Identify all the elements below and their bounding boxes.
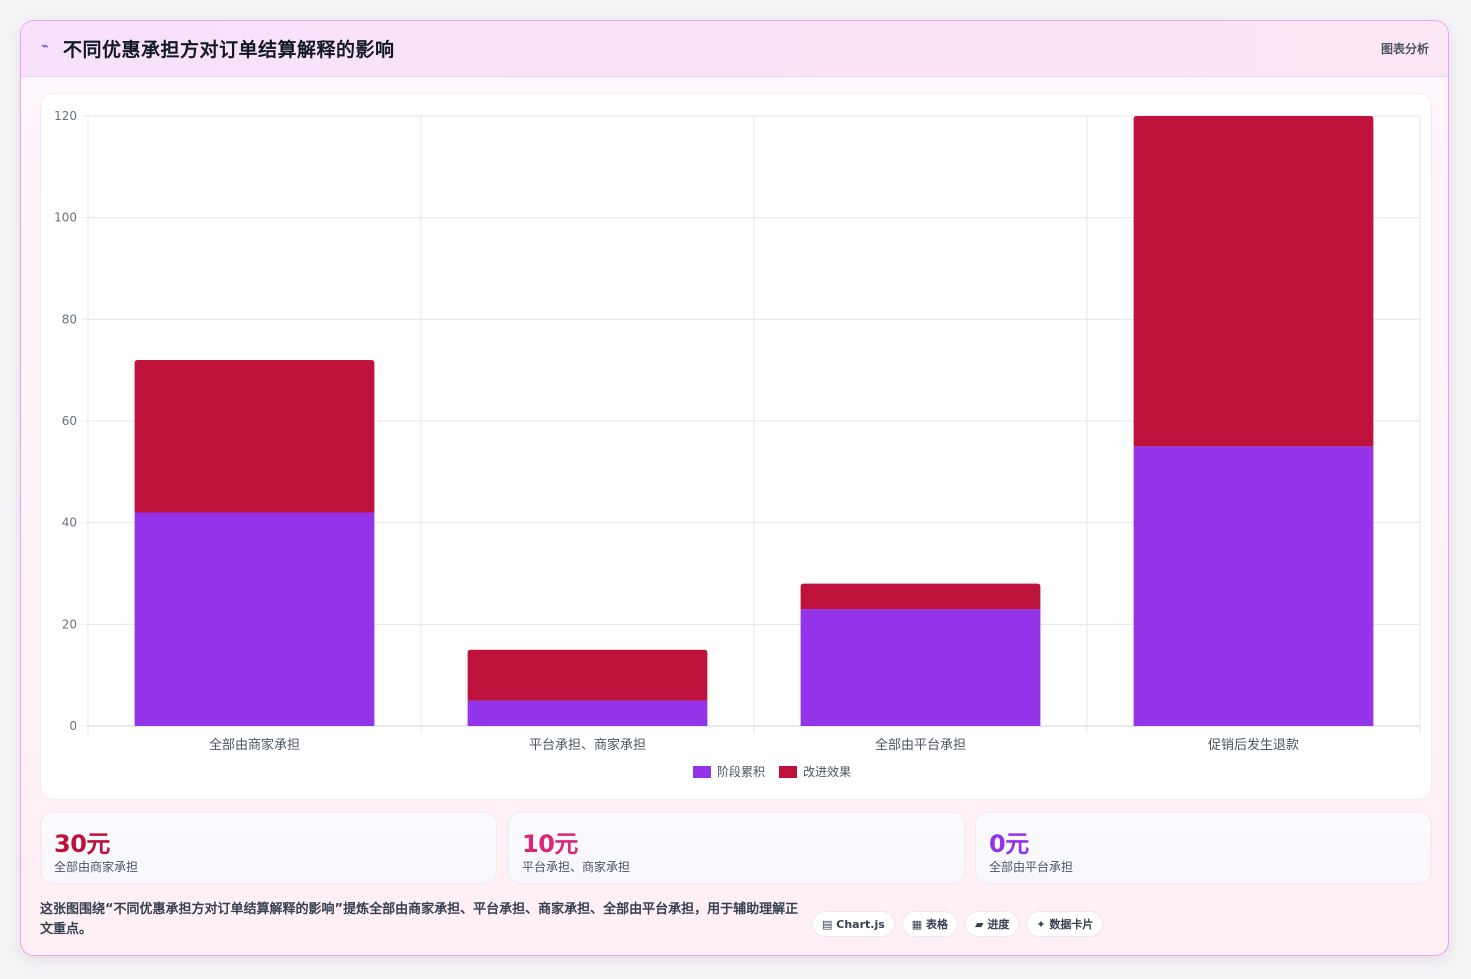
chip-label: 进度 [987,918,1010,931]
chip-label: 数据卡片 [1049,918,1094,931]
y-tick-label: 40 [62,516,77,530]
card-header: ⌁ 不同优惠承担方对订单结算解释的影响 图表分析 [21,21,1448,77]
chip-chartjs[interactable]: ▤ Chart.js [812,911,895,937]
kpi-card-shared: 10元 平台承担、商家承担 [508,812,965,884]
chart-icon: ▤ [822,918,833,931]
y-tick-label: 60 [62,414,77,428]
bar-segment-improvement [800,583,1041,610]
kpi-label: 平台承担、商家承担 [522,860,631,874]
bar-segment-stage [1133,446,1374,726]
bar-segment-stage [134,512,375,726]
y-tick-label: 80 [62,312,77,326]
chart-footnote: 这张图围绕“不同优惠承担方对订单结算解释的影响”提炼全部由商家承担、平台承担、商… [40,902,799,937]
legend-label: 改进效果 [803,764,851,779]
chip-table[interactable]: ▦ 表格 [901,911,959,937]
kpi-value: 10元 [522,830,578,858]
bar-segment-improvement [1133,116,1374,447]
chart-trend-icon: ⌁ [41,39,49,54]
card-title: 不同优惠承担方对订单结算解释的影响 [63,39,395,61]
bar-segment-improvement [134,360,375,513]
x-tick-label: 全部由商家承担 [209,737,300,753]
chip-label: Chart.js [836,918,885,931]
chip-progress[interactable]: ▰ 进度 [965,911,1020,937]
legend-swatch [779,766,797,778]
bar-segment-stage [800,609,1041,726]
table-icon: ▦ [911,918,923,931]
tech-chips: ▤ Chart.js ▦ 表格 ▰ 进度 ✦ 数据卡片 [812,911,1110,937]
kpi-value: 0元 [989,830,1029,858]
stacked-bar-chart: 0 20 40 60 80 100 120 全部由商家承担 平台承担、商家承担 全部由平台承担 促销… [54,109,1421,779]
chart-analysis-tag: 图表分析 [1380,42,1429,56]
kpi-label: 全部由平台承担 [989,860,1074,874]
x-tick-label: 促销后发生退款 [1208,737,1299,753]
bar-segment-stage [467,700,708,726]
chip-label: 表格 [926,918,949,931]
kpi-card-merchant: 30元 全部由商家承担 [40,812,497,884]
legend-label: 阶段累积 [717,764,765,779]
x-tick-label: 全部由平台承担 [875,737,966,753]
bar-segment-improvement [467,649,708,701]
x-tick-label: 平台承担、商家承担 [529,737,646,753]
y-tick-label: 100 [54,211,77,225]
y-tick-label: 20 [62,617,77,631]
kpi-label: 全部由商家承担 [54,860,139,874]
progress-icon: ▰ [975,918,984,931]
legend-swatch [693,766,711,778]
kpi-value: 30元 [54,830,110,858]
chart-card: ⌁ 不同优惠承担方对订单结算解释的影响 图表分析 0 20 40 60 80 100 120… [20,20,1449,956]
chart-panel: 0 20 40 60 80 100 120 全部由商家承担 平台承担、商家承担 全部由平台承担 促销… [40,93,1432,800]
kpi-card-platform: 0元 全部由平台承担 [975,812,1432,884]
y-tick-label: 0 [69,719,77,733]
chip-data-cards[interactable]: ✦ 数据卡片 [1026,911,1104,937]
sparkle-icon: ✦ [1036,918,1046,931]
y-tick-label: 120 [54,109,77,123]
